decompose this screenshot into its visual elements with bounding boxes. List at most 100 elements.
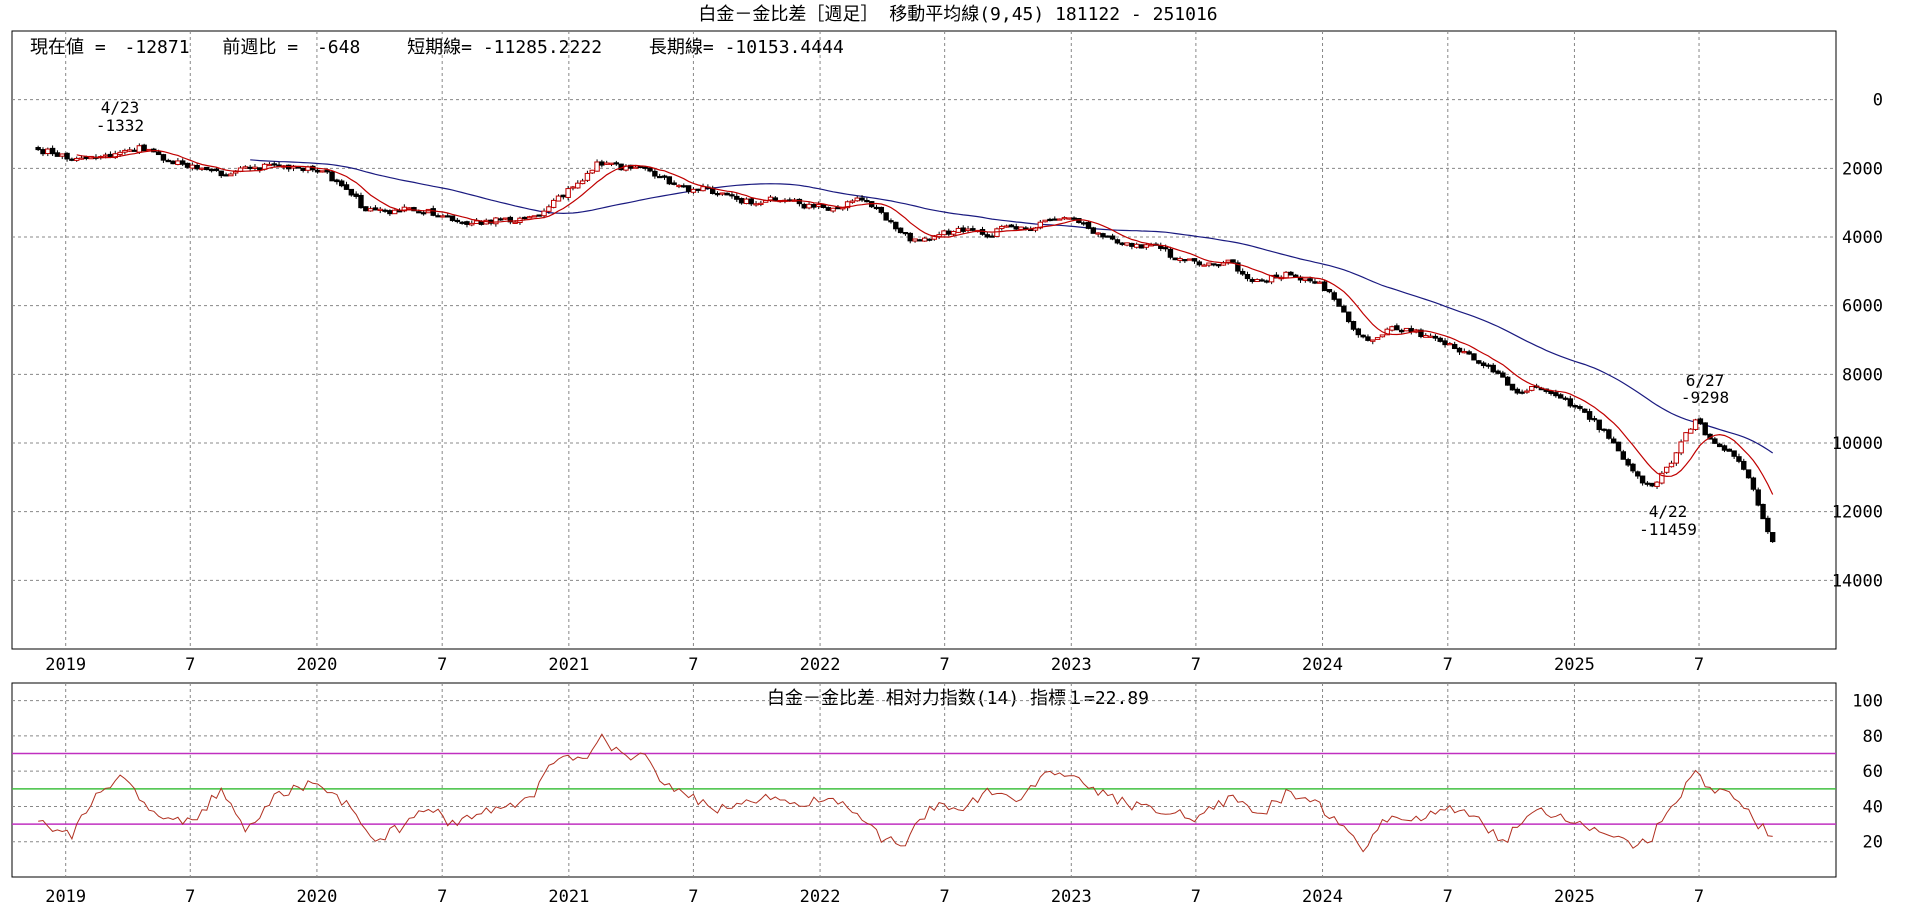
candle-body [502, 217, 509, 220]
candle-body [1466, 351, 1472, 355]
candle-body [189, 164, 196, 169]
candle-body [1760, 503, 1766, 520]
candle-body [825, 207, 832, 211]
candle-body [83, 156, 90, 159]
x-tick-label: 7 [185, 887, 195, 906]
candle-body [1008, 224, 1015, 228]
long-ma-line [250, 159, 1774, 454]
candle-body [213, 168, 220, 172]
long-ma-value: -10153.4444 [725, 37, 844, 58]
candle-body [1095, 232, 1101, 235]
candle-body [1663, 466, 1670, 473]
candle-body [1432, 335, 1439, 339]
x-tick-label: 2021 [548, 655, 589, 675]
candle-body [1206, 262, 1212, 266]
candle-body [1331, 292, 1337, 300]
candle-body [1056, 218, 1063, 221]
candle-body [1365, 336, 1371, 341]
candle-body [1451, 343, 1458, 349]
candle-body [40, 149, 46, 155]
candle-body [334, 179, 340, 183]
info-readout: 現在値 = -12871 前週比 = -648 短期線= -11285.2222… [30, 37, 844, 58]
candle-body [647, 167, 653, 172]
rsi-x-axis: 2019 7 2020 7 2021 7 2022 7 2023 7 2024 7 2025 7 [45, 887, 1704, 906]
candle-body [1741, 460, 1747, 470]
candle-body [329, 171, 335, 182]
candle-body [469, 222, 475, 226]
candle-body [175, 160, 181, 165]
candle-body [1244, 273, 1251, 280]
candle-body [632, 166, 639, 169]
candle-body [1129, 242, 1135, 247]
main-chart-title: 白金－金比差［週足］ 移動平均線(9,45) 181122 - 251016 [698, 4, 1217, 25]
candle-body [560, 194, 567, 198]
candle-body [74, 157, 80, 161]
candle-body [931, 235, 938, 240]
candle-body [830, 207, 836, 212]
candle-body [478, 220, 485, 225]
candle-body [1264, 280, 1270, 283]
candle-body [1601, 428, 1607, 431]
candle-body [1476, 360, 1482, 364]
candle-body [666, 176, 673, 185]
candle-body [536, 214, 542, 217]
candle-body [685, 185, 692, 192]
candle-body [1769, 532, 1776, 543]
candle-body [155, 151, 162, 156]
candle-body [49, 147, 56, 155]
candle-body [1018, 226, 1024, 230]
candle-body [1042, 219, 1048, 223]
annotation-high-2019: 4/23 -1332 [96, 98, 144, 135]
candle-body [454, 219, 461, 223]
candle-body [416, 211, 422, 214]
candle-body [1625, 459, 1631, 466]
candle-body [965, 228, 971, 232]
candle-body [1071, 217, 1077, 220]
candle-body [772, 197, 779, 201]
candle-body [430, 208, 436, 216]
annotation-low-2025: 4/22 -11459 [1639, 502, 1697, 539]
candle-body [984, 234, 991, 238]
candle-body [319, 170, 326, 173]
candle-body [1615, 441, 1622, 452]
candle-body [1336, 298, 1342, 307]
candle-body [955, 227, 962, 233]
candle-body [117, 151, 123, 155]
y-tick-label: 12000 [1832, 503, 1883, 523]
long-ma-layer [250, 159, 1774, 454]
x-tick-label: 2020 [296, 655, 337, 675]
candle-body [1394, 325, 1400, 331]
candle-body [54, 152, 61, 157]
candle-body [1456, 347, 1463, 353]
candle-body [1630, 463, 1636, 472]
candle-body [541, 210, 547, 217]
candle-body [767, 196, 774, 201]
candle-body [897, 227, 904, 234]
x-tick-label: 7 [1191, 655, 1201, 675]
annotation-high-2025: 6/27 -9298 [1681, 371, 1729, 407]
candle-body [888, 220, 894, 223]
candle-body [1688, 428, 1694, 434]
candle-body [926, 238, 933, 241]
annotation-date: 4/23 [101, 98, 140, 117]
candle-body [1124, 242, 1130, 246]
candle-body [758, 202, 764, 205]
candle-body [815, 203, 822, 207]
candle-body [1606, 429, 1612, 439]
candle-body [1731, 450, 1737, 457]
candle-body [411, 207, 417, 212]
candle-body [1182, 259, 1188, 262]
candle-body [1119, 242, 1125, 245]
candle-body [960, 227, 966, 232]
candle-body [801, 203, 807, 209]
candle-body [1196, 261, 1203, 266]
candle-body [1211, 263, 1217, 266]
candle-body [796, 198, 803, 205]
candle-body [1100, 233, 1106, 238]
current-value: -12871 [125, 37, 190, 58]
x-tick-label: 7 [940, 887, 950, 906]
candle-body [1143, 244, 1150, 248]
candle-body [989, 235, 995, 238]
candle-body [661, 175, 668, 178]
